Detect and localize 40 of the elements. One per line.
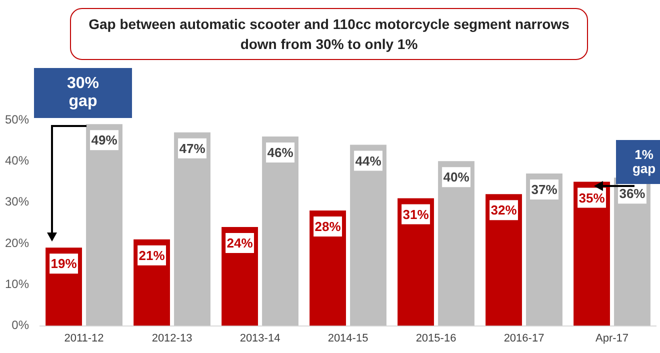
x-tick-label: 2012-13	[152, 332, 192, 344]
data-label: 35%	[578, 190, 606, 206]
y-tick-label: 30%	[4, 194, 30, 209]
bar	[398, 198, 434, 326]
bar	[174, 132, 210, 326]
x-tick-label: 2011-12	[64, 332, 104, 344]
y-tick-label: 10%	[4, 276, 30, 291]
y-tick-label: 50%	[4, 112, 30, 126]
x-tick-label: 2015-16	[416, 332, 456, 344]
data-label: 36%	[619, 186, 646, 202]
data-label: 40%	[443, 170, 470, 185]
bar	[438, 161, 474, 326]
bar	[350, 144, 386, 326]
bar	[310, 210, 346, 326]
data-label: 49%	[91, 132, 118, 148]
y-tick-label: 20%	[4, 236, 30, 250]
data-label: 47%	[179, 140, 206, 156]
data-label: 19%	[50, 256, 78, 272]
y-tick-label: 40%	[4, 153, 30, 168]
data-label: 28%	[314, 219, 342, 234]
y-tick-label: 0%	[12, 318, 30, 332]
data-label: 21%	[138, 248, 166, 263]
annotation: 1% gap	[616, 140, 660, 184]
bar	[86, 124, 122, 326]
data-label: 31%	[402, 206, 430, 222]
x-tick-label: 2014-15	[328, 332, 368, 344]
data-label: 24%	[226, 236, 254, 251]
bar	[526, 174, 562, 326]
bar	[486, 194, 522, 326]
data-label: 37%	[531, 182, 558, 198]
bar	[262, 136, 298, 326]
x-tick-label: Apr-17	[595, 332, 629, 344]
bar	[574, 182, 610, 326]
chart-title: Gap between automatic scooter and 110cc motorcycle segment narrows down from 30% to only 1%	[70, 8, 588, 60]
data-label: 44%	[355, 153, 382, 168]
data-label: 46%	[267, 145, 294, 160]
x-tick-label: 2013-14	[240, 332, 280, 344]
text: 30% gap	[34, 68, 132, 118]
data-label: 32%	[490, 202, 518, 218]
x-tick-label: 2016-17	[504, 332, 544, 344]
